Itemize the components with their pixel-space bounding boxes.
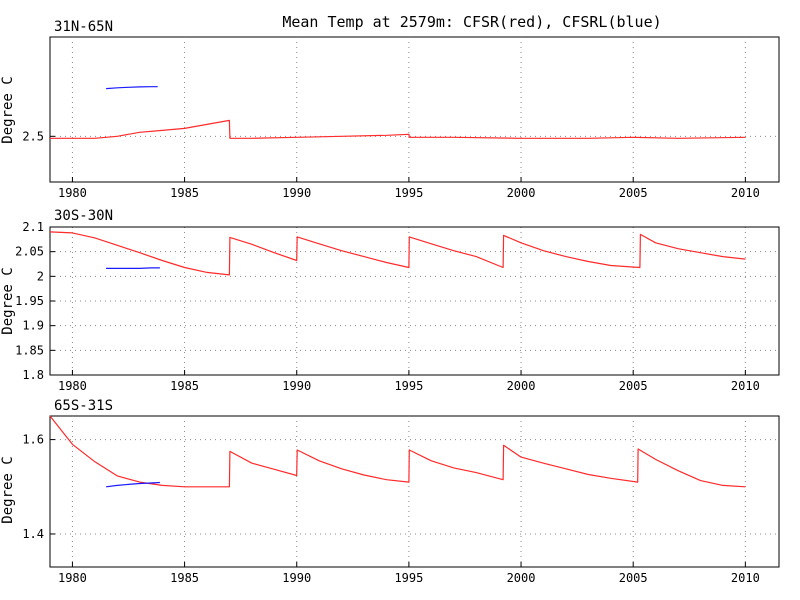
panel-31n-65n: 31N-65N Degree C 2.5 1980 1985 1990 1995 2000… [0, 19, 780, 200]
x-tick-label: 2010 [731, 571, 760, 585]
x-tick-label: 2005 [619, 379, 648, 393]
x-tick-label: 2000 [507, 186, 536, 200]
y-tick-label: 1.8 [22, 368, 44, 382]
series-line-cfsr [49, 415, 746, 488]
x-tick-label: 1980 [58, 379, 87, 393]
x-tick-label: 2010 [731, 379, 760, 393]
x-tick-label: 2000 [507, 571, 536, 585]
series-line-cfsrl [106, 267, 160, 269]
series-line-cfsr [49, 231, 746, 276]
x-tick-label: 1990 [282, 379, 311, 393]
y-axis-label: Degree C [0, 267, 16, 334]
panel-65s-31s: 65S-31S Degree C 1.4 1.6 1980 1985 1990 1995 2… [0, 398, 780, 585]
x-tick-label: 2010 [731, 186, 760, 200]
y-tick-label: 1.85 [15, 343, 44, 357]
y-tick-label: 1.9 [22, 319, 44, 333]
y-tick-label: 2.5 [22, 129, 44, 143]
x-tick-label: 1990 [282, 571, 311, 585]
x-tick-label: 2000 [507, 379, 536, 393]
y-axis-label: Degree C [0, 76, 16, 143]
x-tick-label: 1985 [170, 571, 199, 585]
plot-frame [49, 226, 780, 376]
x-tick-label: 1995 [394, 571, 423, 585]
panel-label: 65S-31S [54, 398, 113, 414]
x-tick-label: 1985 [170, 379, 199, 393]
x-tick-label: 1995 [394, 379, 423, 393]
y-tick-label: 1.95 [15, 294, 44, 308]
x-tick-label: 1990 [282, 186, 311, 200]
y-tick-label: 2.05 [15, 245, 44, 259]
y-tick-label: 2 [37, 269, 44, 283]
panel-label: 31N-65N [54, 19, 113, 35]
plot-frame [49, 36, 780, 183]
x-tick-label: 2005 [619, 186, 648, 200]
y-tick-label: 1.6 [22, 433, 44, 447]
panel-label: 30S-30N [54, 208, 113, 224]
x-tick-label: 1980 [58, 186, 87, 200]
y-tick-label: 2.1 [22, 220, 44, 234]
panel-30s-30n: 30S-30N Degree C 1.8 1.85 1.9 1.95 2 2.05 2.1 1… [0, 208, 780, 393]
x-tick-label: 2005 [619, 571, 648, 585]
x-tick-label: 1980 [58, 571, 87, 585]
figure-title: Mean Temp at 2579m: CFSR(red), CFSRL(blu… [282, 13, 661, 31]
series-line-cfsrl [106, 481, 160, 488]
series-line-cfsrl [106, 86, 158, 90]
y-axis-label: Degree C [0, 456, 16, 523]
x-tick-label: 1985 [170, 186, 199, 200]
plot-frame [49, 415, 780, 568]
series-line-cfsr [50, 119, 746, 139]
x-tick-label: 1995 [394, 186, 423, 200]
y-tick-label: 1.4 [22, 527, 44, 541]
